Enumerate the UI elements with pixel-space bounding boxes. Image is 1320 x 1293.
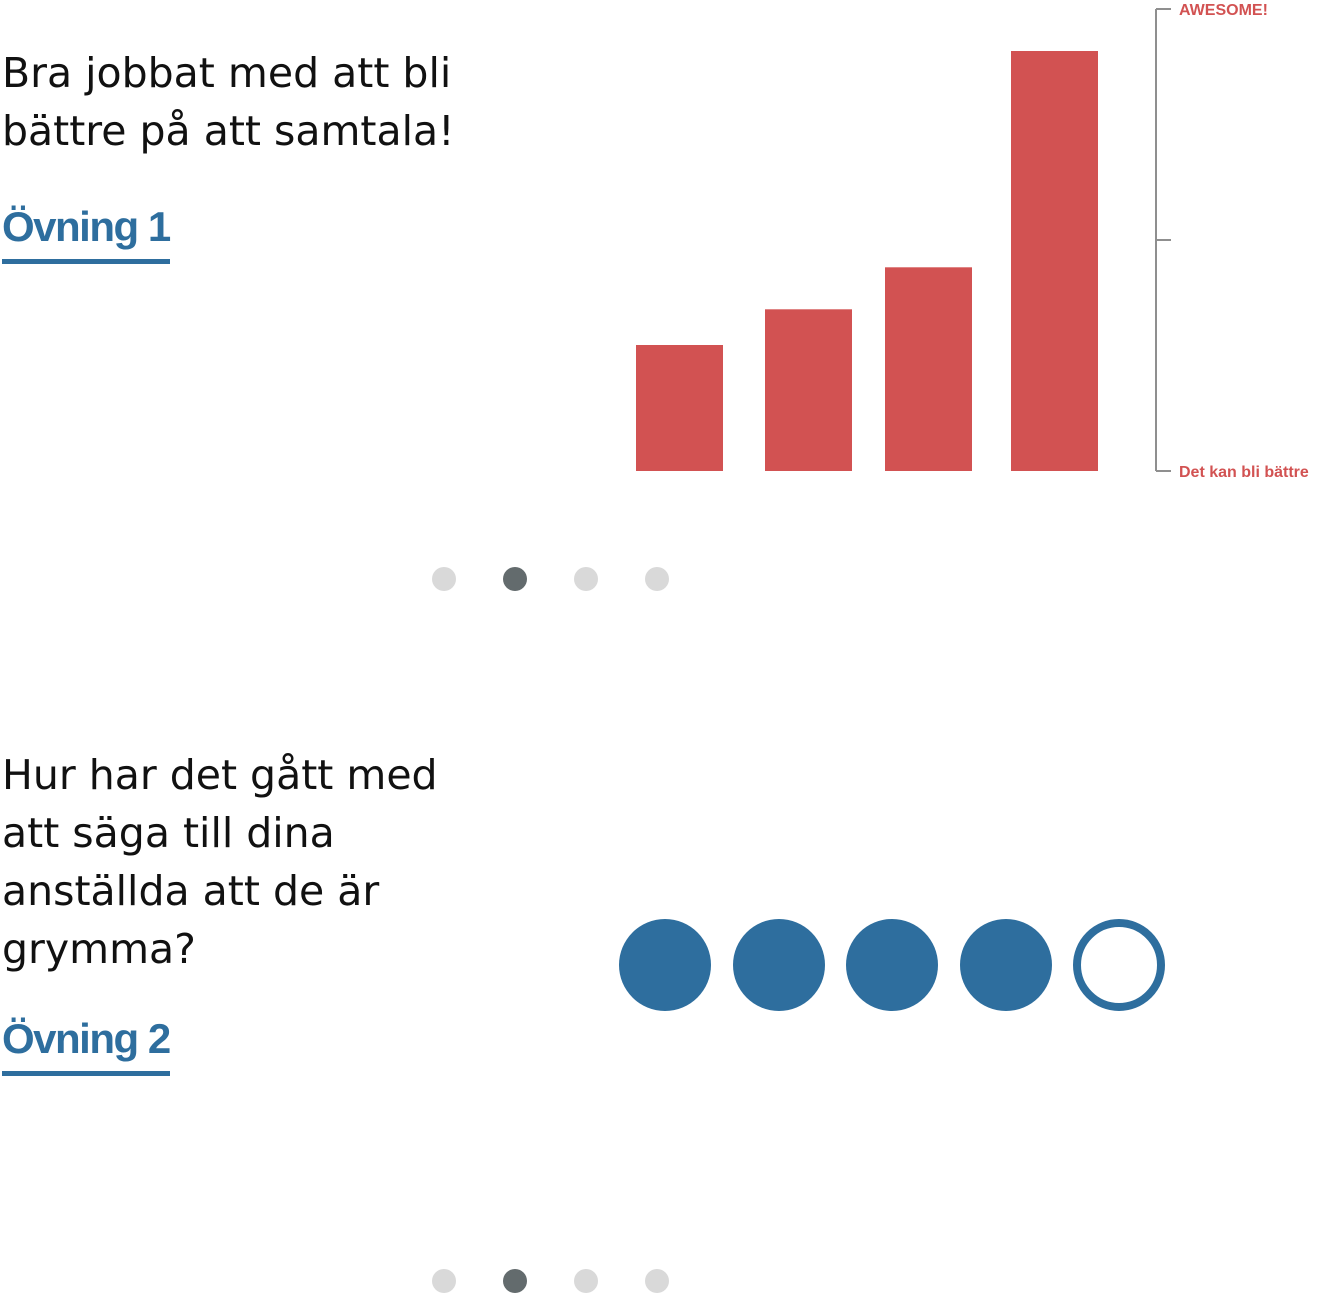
- pagination-dot-3[interactable]: [574, 1269, 598, 1293]
- slide-2-heading: Hur har det gått med att säga till dina …: [2, 751, 438, 973]
- exercise-1-link[interactable]: Övning 1: [2, 202, 171, 264]
- chart-bar-1: [636, 345, 723, 471]
- chart-bar-2: [765, 309, 852, 471]
- rating-circle-4[interactable]: [959, 919, 1052, 1011]
- exercise-2-link[interactable]: Övning 2: [2, 1014, 171, 1076]
- chart-bars: [636, 51, 1098, 471]
- progress-bar-chart: AWESOME! Det kan bli bättre: [560, 0, 1320, 500]
- chart-bar-4: [1011, 51, 1098, 471]
- chart-scale-axis: AWESOME! Det kan bli bättre: [1155, 2, 1309, 481]
- slide-1-heading: Bra jobbat med att bli bättre på att sam…: [2, 49, 455, 155]
- slide-2-pagination: [432, 1269, 672, 1293]
- slide-1-pagination: [432, 567, 672, 591]
- pagination-dot-1[interactable]: [432, 567, 456, 591]
- rating-circle-1[interactable]: [619, 919, 711, 1011]
- scale-top-label: AWESOME!: [1179, 2, 1268, 19]
- chart-bar-3: [885, 267, 972, 471]
- chart-canvas: AWESOME! Det kan bli bättre: [636, 2, 1309, 481]
- rating-circle-3[interactable]: [846, 919, 938, 1011]
- pagination-dot-4[interactable]: [645, 567, 669, 591]
- rating-scale: [619, 919, 1179, 1013]
- scale-bottom-label: Det kan bli bättre: [1179, 464, 1309, 481]
- pagination-dot-1[interactable]: [432, 1269, 456, 1293]
- pagination-dot-4[interactable]: [645, 1269, 669, 1293]
- rating-circle-5[interactable]: [1073, 919, 1165, 1011]
- rating-circle-2[interactable]: [732, 919, 825, 1011]
- pagination-dot-2[interactable]: [503, 1269, 527, 1293]
- pagination-dot-3[interactable]: [574, 567, 598, 591]
- pagination-dot-2[interactable]: [503, 567, 527, 591]
